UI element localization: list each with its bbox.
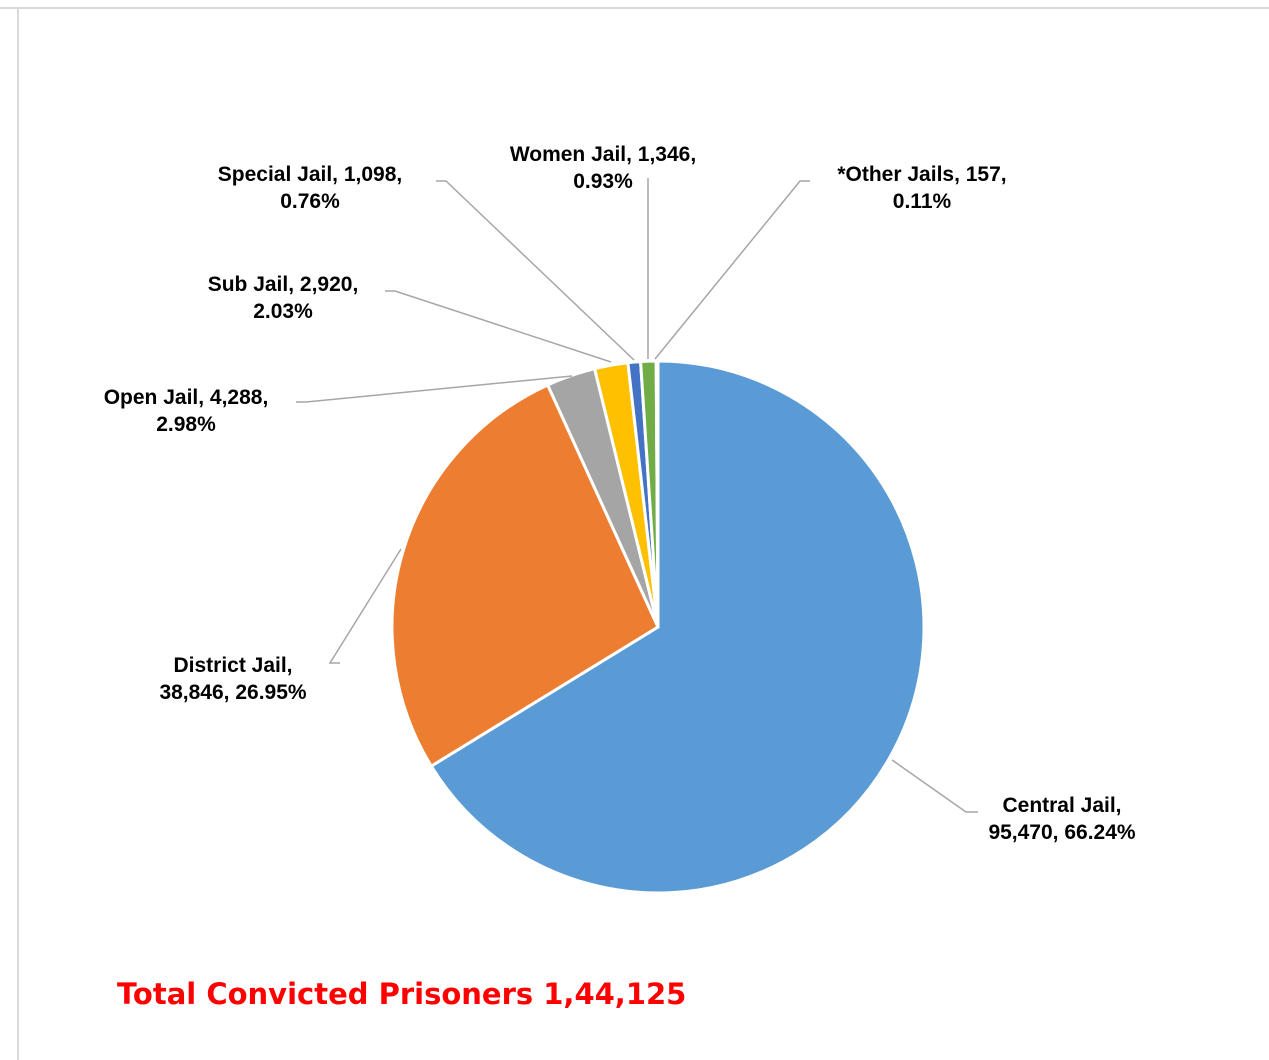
leader-line-sub-jail: [385, 290, 612, 363]
leader-line-special-jail: [436, 180, 635, 361]
total-annotation: Total Convicted Prisoners 1,44,125: [117, 977, 686, 1011]
leader-line-open-jail: [296, 375, 573, 403]
data-label-district-jail: District Jail, 38,846, 26.95%: [159, 654, 306, 704]
pie-slices: [390, 359, 926, 895]
data-label-women-jail: Women Jail, 1,346, 0.93%: [510, 143, 696, 193]
data-label-open-jail: Open Jail, 4,288, 2.98%: [104, 386, 269, 436]
data-label-sub-jail: Sub Jail, 2,920, 2.03%: [208, 273, 359, 323]
pie-slice-other-jails: [654, 359, 660, 629]
data-label-special-jail: Special Jail, 1,098, 0.76%: [218, 163, 402, 213]
pie-slice-central-jail: [429, 359, 926, 895]
leader-line-district-jail: [328, 548, 402, 664]
data-label-central-jail: Central Jail, 95,470, 66.24%: [988, 794, 1135, 844]
data-labels: Central Jail, 95,470, 66.24% District Jail…: [104, 143, 1136, 844]
leader-lines: [296, 178, 978, 813]
data-label-other-jails: *Other Jails, 157, 0.11%: [837, 163, 1006, 213]
leader-line-other-jails: [654, 180, 810, 360]
pie-slice-district-jail: [390, 383, 660, 768]
leader-line-central-jail: [891, 759, 978, 813]
